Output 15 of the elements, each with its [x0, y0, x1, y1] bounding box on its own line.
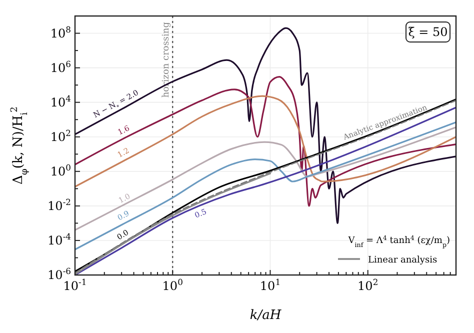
y-tick-label: 10$^{6}$ — [50, 58, 71, 75]
annotation: ξ = 50 — [408, 25, 448, 39]
y-tick-label: 10$^{-4}$ — [48, 231, 71, 248]
y-tick-label: 10$^{8}$ — [50, 24, 71, 40]
x-tick-label: 10$^{2}$ — [358, 277, 378, 293]
x-tick-label: 10$^{0}$ — [162, 277, 183, 293]
ref-line-label: horizon crossing — [162, 22, 172, 98]
y-tick-label: 10$^{4}$ — [50, 93, 71, 110]
legend-label: Linear analysis — [368, 256, 438, 266]
y-tick-label: 10$^{-2}$ — [48, 196, 71, 213]
x-tick-label: 10$^{1}$ — [260, 277, 281, 293]
y-tick-label: 10$^{2}$ — [50, 128, 71, 144]
text: V$_{inf}$ = Λ$^{4}$ tanh$^{4}$ (εχ/m$_{p}$) — [348, 234, 450, 248]
x-axis-title: k/aH — [250, 308, 282, 323]
y-tick-label: 10$^{0}$ — [50, 162, 71, 178]
